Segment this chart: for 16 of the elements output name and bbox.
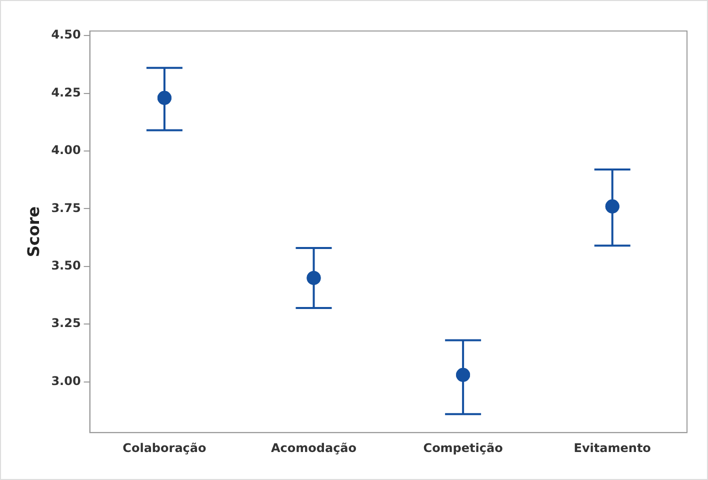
y-tick-label: 4.50 bbox=[51, 28, 81, 42]
x-tick-label: Colaboração bbox=[122, 440, 206, 455]
point bbox=[306, 270, 321, 285]
y-axis-title: Score bbox=[24, 206, 43, 258]
point bbox=[605, 199, 620, 214]
point bbox=[456, 368, 470, 382]
y-tick-label: 4.25 bbox=[51, 85, 81, 100]
x-tick-label: Acomodação bbox=[270, 440, 357, 455]
y-tick-label: 3.75 bbox=[51, 200, 81, 215]
y-tick-label: 3.00 bbox=[51, 374, 81, 388]
y-tick-label: 4.00 bbox=[51, 143, 81, 158]
x-tick-label: Evitamento bbox=[574, 440, 651, 455]
y-tick-label: 3.50 bbox=[51, 258, 81, 273]
y-tick-label: 3.25 bbox=[51, 316, 81, 330]
point bbox=[157, 90, 172, 105]
x-tick-label: Competição bbox=[423, 440, 503, 455]
